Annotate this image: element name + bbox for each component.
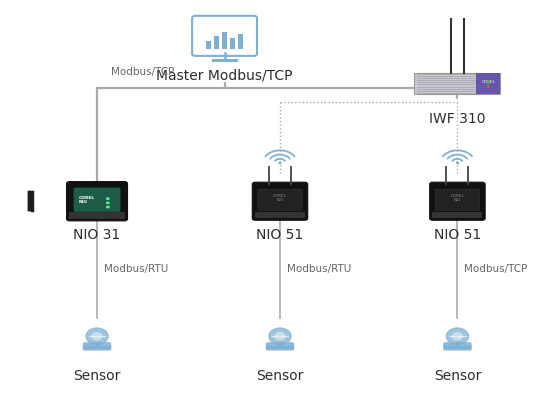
- Bar: [230, 38, 235, 49]
- Text: Sensor: Sensor: [256, 369, 304, 383]
- FancyBboxPatch shape: [443, 346, 472, 351]
- FancyBboxPatch shape: [435, 189, 479, 210]
- FancyBboxPatch shape: [258, 189, 302, 210]
- Text: Modbus/TCP: Modbus/TCP: [111, 67, 174, 77]
- FancyBboxPatch shape: [83, 342, 111, 349]
- Circle shape: [106, 202, 110, 204]
- Circle shape: [86, 328, 108, 344]
- Circle shape: [446, 328, 469, 344]
- FancyBboxPatch shape: [252, 182, 308, 220]
- Bar: [432, 212, 482, 218]
- FancyBboxPatch shape: [83, 346, 111, 351]
- Text: COREL
NIO: COREL NIO: [273, 194, 287, 202]
- Circle shape: [487, 80, 490, 83]
- Bar: [238, 34, 244, 49]
- Circle shape: [106, 206, 110, 209]
- Text: NIO 31: NIO 31: [73, 228, 120, 242]
- Text: Modbus/RTU: Modbus/RTU: [287, 264, 351, 274]
- Text: Sensor: Sensor: [434, 369, 481, 383]
- Circle shape: [456, 162, 459, 164]
- Text: Sensor: Sensor: [73, 369, 121, 383]
- FancyBboxPatch shape: [74, 188, 120, 212]
- Circle shape: [487, 83, 490, 85]
- Circle shape: [106, 197, 110, 200]
- Bar: [255, 212, 305, 218]
- Text: Modbus/RTU: Modbus/RTU: [104, 264, 168, 274]
- Bar: [69, 212, 125, 219]
- Circle shape: [269, 328, 291, 344]
- Text: NIO 51: NIO 51: [256, 228, 304, 242]
- Text: COREL: COREL: [482, 80, 495, 84]
- FancyBboxPatch shape: [266, 342, 294, 349]
- Text: Master Modbus/TCP: Master Modbus/TCP: [156, 69, 293, 83]
- Text: COREL
NIO: COREL NIO: [79, 196, 95, 204]
- Circle shape: [487, 85, 490, 88]
- FancyBboxPatch shape: [443, 342, 472, 349]
- FancyBboxPatch shape: [430, 182, 485, 220]
- Bar: [414, 72, 501, 94]
- Bar: [477, 72, 501, 94]
- Bar: [28, 191, 31, 212]
- Bar: [214, 36, 219, 49]
- Circle shape: [91, 332, 103, 341]
- FancyBboxPatch shape: [266, 346, 294, 351]
- Text: COREL
NIO: COREL NIO: [450, 194, 464, 202]
- Circle shape: [278, 162, 282, 164]
- FancyBboxPatch shape: [192, 16, 257, 56]
- Text: NIO 51: NIO 51: [434, 228, 481, 242]
- Bar: [28, 191, 31, 212]
- Bar: [206, 41, 211, 49]
- FancyBboxPatch shape: [67, 181, 128, 221]
- Text: Modbus/TCP: Modbus/TCP: [464, 264, 528, 274]
- Circle shape: [451, 332, 463, 341]
- Text: IWF 310: IWF 310: [429, 112, 486, 127]
- Circle shape: [274, 332, 286, 341]
- Bar: [30, 191, 34, 212]
- Bar: [222, 32, 227, 49]
